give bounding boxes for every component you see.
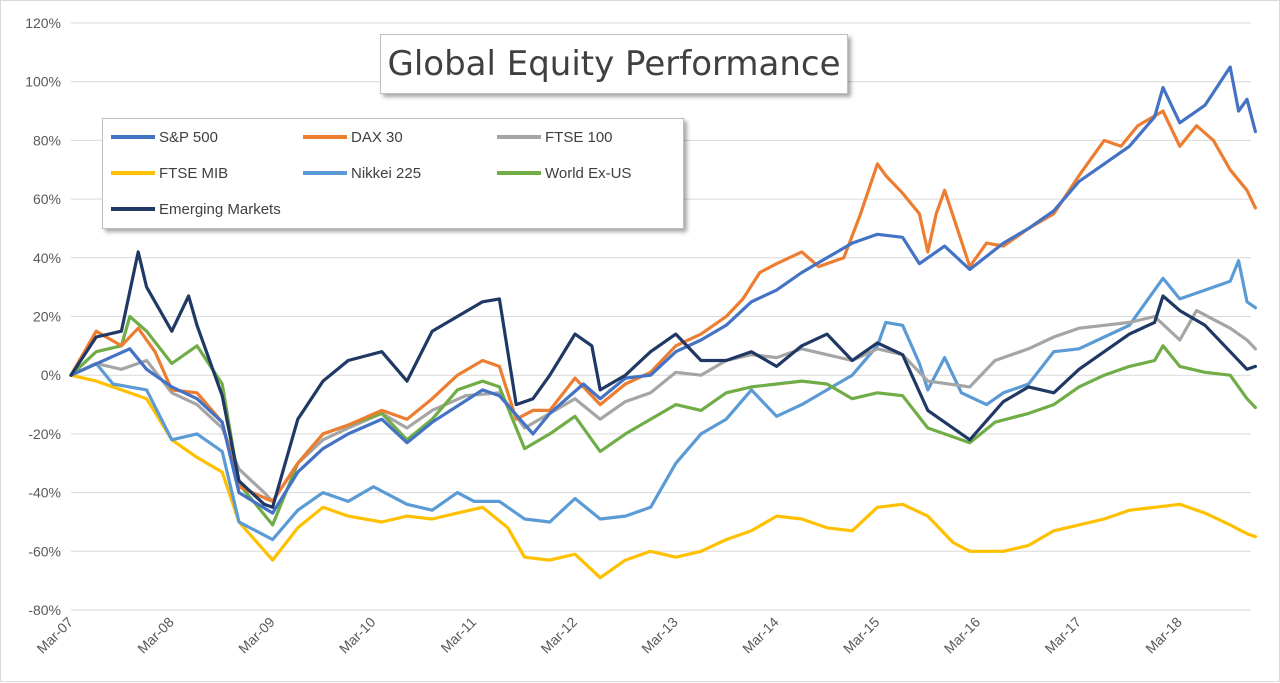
y-tick-label: 120% bbox=[25, 15, 61, 31]
y-tick-label: -40% bbox=[28, 485, 61, 501]
legend-label: Nikkei 225 bbox=[351, 164, 422, 182]
chart-title: Global Equity Performance bbox=[387, 44, 841, 84]
y-tick-label: 80% bbox=[33, 132, 61, 148]
x-tick-label: Mar-14 bbox=[739, 614, 782, 657]
chart-title-box: Global Equity Performance bbox=[380, 34, 848, 94]
y-tick-label: -60% bbox=[28, 543, 61, 559]
legend: S&P 500 DAX 30 FTSE 100 FTSE MIB Nikkei 225 W… bbox=[102, 118, 684, 229]
x-tick-label: Mar-18 bbox=[1142, 614, 1185, 657]
legend-item: FTSE 100 bbox=[497, 127, 613, 147]
legend-swatch bbox=[111, 135, 155, 139]
legend-label: Emerging Markets bbox=[159, 200, 281, 218]
legend-label: World Ex-US bbox=[545, 164, 632, 182]
legend-swatch bbox=[111, 207, 155, 211]
y-tick-label: 20% bbox=[33, 309, 61, 325]
x-tick-label: Mar-13 bbox=[638, 614, 681, 657]
y-tick-label: 0% bbox=[41, 367, 61, 383]
legend-swatch bbox=[303, 171, 347, 175]
legend-item: World Ex-US bbox=[497, 163, 631, 183]
legend-swatch bbox=[497, 135, 541, 139]
x-axis-ticks: Mar-07 Mar-08 Mar-09 Mar-10 Mar-11 Mar-12 Mar-… bbox=[33, 614, 1185, 657]
x-tick-label: Mar-11 bbox=[437, 614, 479, 656]
legend-swatch bbox=[111, 171, 155, 175]
y-tick-label: 100% bbox=[25, 74, 61, 90]
legend-label: FTSE 100 bbox=[545, 128, 613, 146]
legend-label: DAX 30 bbox=[351, 128, 403, 146]
y-axis-ticks: 120% 100% 80% 60% 40% 20% 0% -20% -40% -60% -80% bbox=[25, 15, 61, 618]
gridlines bbox=[71, 22, 1251, 611]
series-line-s-p-500 bbox=[69, 65, 1257, 515]
legend-item: FTSE MIB bbox=[111, 163, 228, 183]
legend-item: Nikkei 225 bbox=[303, 163, 421, 183]
legend-label: S&P 500 bbox=[159, 128, 218, 146]
legend-item: Emerging Markets bbox=[111, 199, 281, 219]
x-tick-label: Mar-09 bbox=[235, 614, 278, 657]
y-tick-label: 60% bbox=[33, 191, 61, 207]
x-tick-label: Mar-15 bbox=[840, 614, 883, 657]
y-tick-label: -20% bbox=[28, 426, 61, 442]
legend-item: S&P 500 bbox=[111, 127, 218, 147]
x-tick-label: Mar-12 bbox=[537, 614, 580, 657]
x-tick-label: Mar-10 bbox=[336, 614, 379, 657]
x-tick-label: Mar-07 bbox=[33, 614, 76, 657]
legend-swatch bbox=[497, 171, 541, 175]
legend-label: FTSE MIB bbox=[159, 164, 229, 182]
series-line-emerging-markets bbox=[69, 250, 1257, 509]
series-lines bbox=[69, 65, 1257, 580]
x-tick-label: Mar-16 bbox=[941, 614, 984, 657]
y-tick-label: -80% bbox=[28, 602, 61, 618]
legend-item: DAX 30 bbox=[303, 127, 403, 147]
x-tick-label: Mar-08 bbox=[134, 614, 177, 657]
legend-swatch bbox=[303, 135, 347, 139]
series-line-nikkei-225 bbox=[69, 259, 1257, 542]
y-tick-label: 40% bbox=[33, 250, 61, 266]
series-line-dax-30 bbox=[69, 109, 1257, 503]
series-line-ftse-100 bbox=[69, 309, 1257, 503]
x-tick-label: Mar-17 bbox=[1041, 614, 1084, 657]
series-line-ftse-mib bbox=[69, 373, 1257, 580]
